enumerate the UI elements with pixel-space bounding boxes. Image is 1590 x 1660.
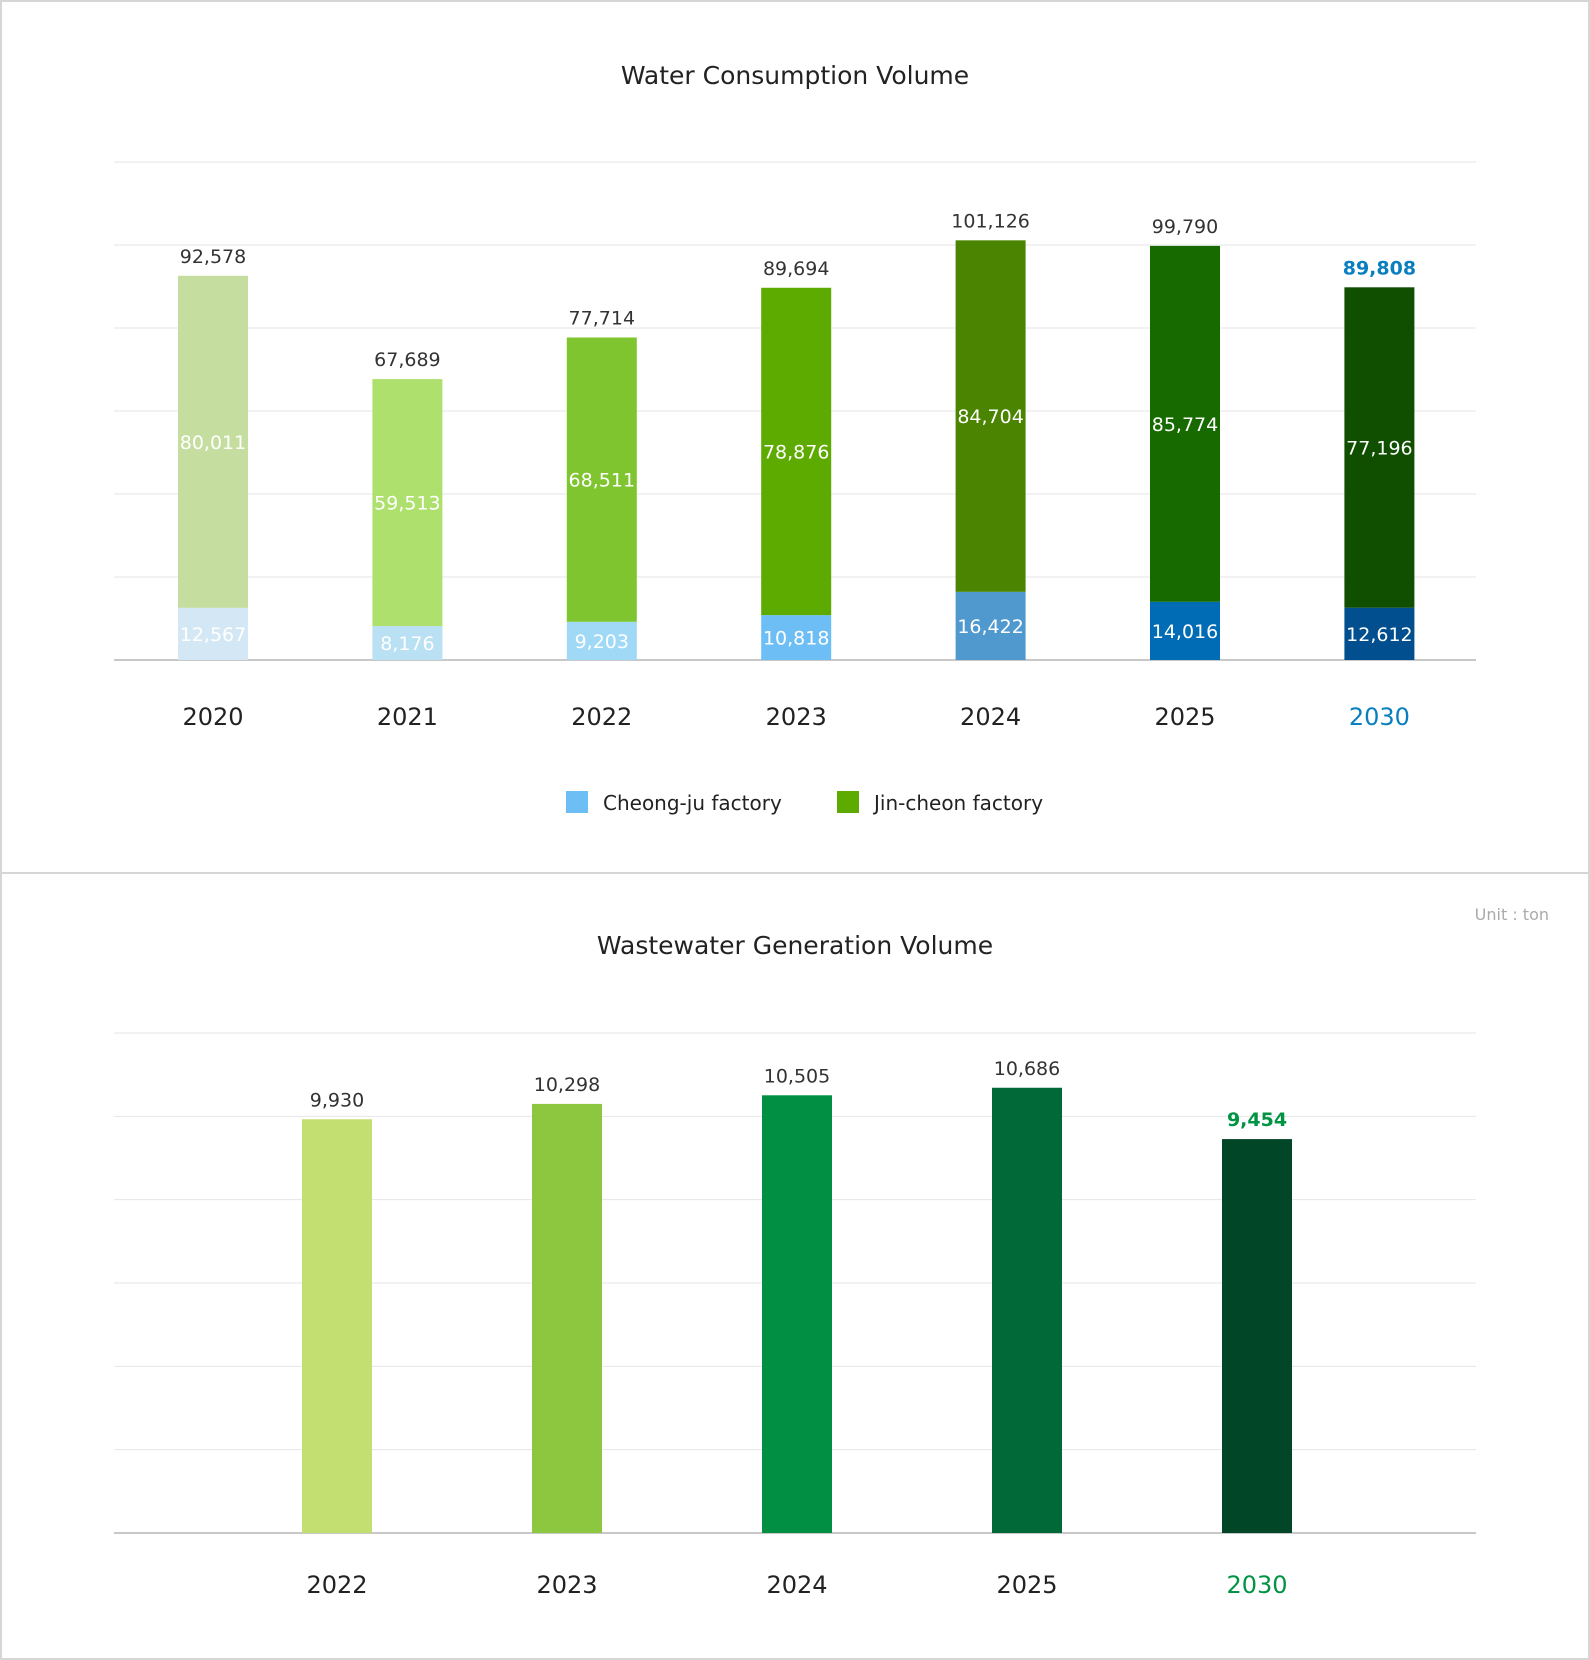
x-tick-label-2025: 2025 [1154, 703, 1215, 731]
x-tick-label-2023: 2023 [536, 1571, 597, 1599]
total-label-2023: 89,694 [763, 258, 829, 280]
unit-label: Unit : ton [1475, 905, 1549, 924]
legend: Cheong-ju factory Jin-cheon factory [566, 791, 1043, 815]
data-label-2024: 10,505 [764, 1065, 830, 1087]
bar-2024 [762, 1095, 832, 1533]
bars: 9,930 10,298 10,505 10,686 9,454 [302, 1058, 1292, 1533]
bar-jin-cheon-2024 [955, 240, 1026, 592]
x-tick-label-2020: 2020 [182, 703, 243, 731]
data-label-cheong-ju-2023: 10,818 [763, 628, 829, 650]
total-label-2024: 101,126 [951, 210, 1030, 232]
data-label-cheong-ju-2020: 12,567 [180, 624, 246, 646]
data-label-2025: 10,686 [994, 1058, 1060, 1080]
data-label-jin-cheon-2021: 59,513 [374, 493, 440, 515]
x-tick-label-2030: 2030 [1349, 703, 1410, 731]
total-label-2030: 89,808 [1343, 257, 1416, 279]
x-tick-label-2024: 2024 [960, 703, 1021, 731]
bar-jin-cheon-2022 [566, 337, 637, 622]
bar-cheong-ju-2021 [372, 626, 443, 660]
chart-title: Water Consumption Volume [621, 61, 969, 90]
data-label-cheong-ju-2025: 14,016 [1152, 621, 1218, 643]
bar-cheong-ju-2025 [1150, 601, 1220, 660]
bar-2022 [302, 1119, 372, 1533]
wastewater-generation-chart: Unit : ton Wastewater Generation Volume … [114, 905, 1549, 1599]
data-label-jin-cheon-2022: 68,511 [569, 470, 635, 492]
data-label-2022: 9,930 [310, 1089, 364, 1111]
bar-cheong-ju-2024 [955, 591, 1026, 660]
x-tick-label-2030: 2030 [1226, 1571, 1287, 1599]
total-label-2021: 67,689 [374, 349, 440, 371]
data-label-jin-cheon-2024: 84,704 [957, 406, 1023, 428]
x-tick-label-2022: 2022 [571, 703, 632, 731]
chart-title: Wastewater Generation Volume [597, 931, 993, 960]
bar-jin-cheon-2023 [761, 287, 832, 616]
data-label-cheong-ju-2021: 8,176 [380, 633, 434, 655]
section-divider [2, 872, 1588, 874]
bar-jin-cheon-2020 [178, 275, 248, 608]
x-tick-label-2025: 2025 [996, 1571, 1057, 1599]
total-label-2022: 77,714 [569, 307, 635, 329]
data-label-jin-cheon-2030: 77,196 [1346, 437, 1412, 459]
legend-swatch-cheong-ju [566, 791, 588, 813]
bar-2023 [532, 1103, 602, 1533]
bar-2030 [1222, 1139, 1292, 1533]
data-label-cheong-ju-2024: 16,422 [957, 616, 1023, 638]
total-label-2025: 99,790 [1152, 216, 1218, 238]
bar-cheong-ju-2023 [761, 615, 832, 660]
data-label-jin-cheon-2023: 78,876 [763, 441, 829, 463]
data-label-2023: 10,298 [534, 1074, 600, 1096]
x-axis: 2020 2021 2022 2023 2024 2025 2030 [182, 703, 1409, 731]
data-label-cheong-ju-2030: 12,612 [1346, 624, 1412, 646]
x-tick-label-2024: 2024 [766, 1571, 827, 1599]
bar-jin-cheon-2025 [1150, 245, 1220, 602]
bar-cheong-ju-2030 [1344, 607, 1415, 660]
legend-swatch-jin-cheon [837, 791, 859, 813]
water-consumption-chart: Water Consumption Volume 12,567 80,011 92,… [114, 61, 1476, 815]
legend-label-cheong-ju: Cheong-ju factory [603, 791, 782, 815]
x-tick-label-2023: 2023 [766, 703, 827, 731]
bar-cheong-ju-2022 [566, 621, 637, 660]
bar-cheong-ju-2020 [178, 607, 248, 660]
total-label-2020: 92,578 [180, 246, 246, 268]
data-label-cheong-ju-2022: 9,203 [575, 631, 629, 653]
legend-label-jin-cheon: Jin-cheon factory [872, 791, 1043, 815]
x-tick-label-2021: 2021 [377, 703, 438, 731]
data-label-jin-cheon-2020: 80,011 [180, 432, 246, 454]
x-axis: 2022 2023 2024 2025 2030 [306, 1571, 1287, 1599]
data-label-jin-cheon-2025: 85,774 [1152, 414, 1218, 436]
data-label-2030: 9,454 [1227, 1109, 1287, 1131]
bar-2025 [992, 1087, 1062, 1533]
bar-jin-cheon-2021 [372, 379, 443, 627]
bars: 12,567 80,011 92,578 8,176 59,513 67,689 9,203… [178, 210, 1416, 660]
x-tick-label-2022: 2022 [306, 1571, 367, 1599]
bar-jin-cheon-2030 [1344, 287, 1415, 608]
